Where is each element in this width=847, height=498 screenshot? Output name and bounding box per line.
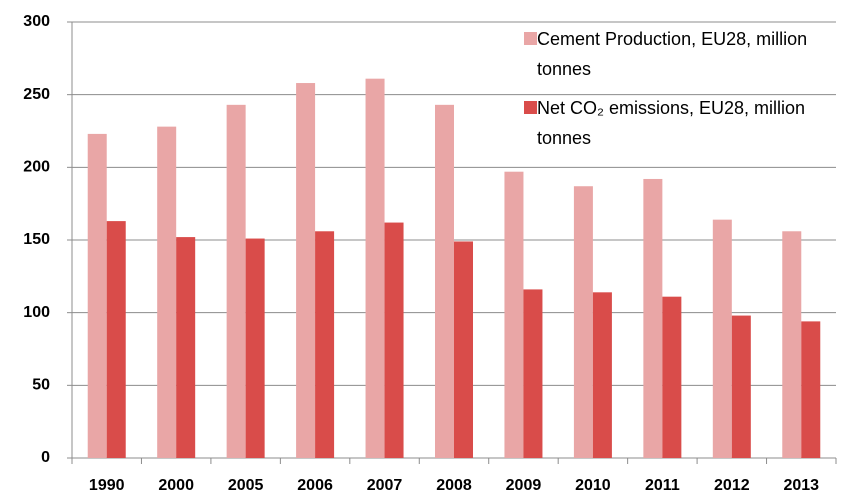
bar [523,289,543,458]
bar [296,83,316,458]
x-tick-label: 2010 [575,477,611,494]
bar [782,231,802,458]
bar [712,219,732,458]
x-tick-label: 2009 [506,477,542,494]
bar [157,126,177,458]
bar [435,104,454,458]
bar [454,241,473,458]
x-tick-label: 2008 [436,477,472,494]
legend-entry: Net CO₂ emissions, EU28, million tonnes [524,93,814,153]
bar [384,222,404,458]
x-tick-label: 2011 [645,477,680,494]
y-tick-label: 250 [23,86,50,103]
x-tick-label: 2005 [228,477,264,494]
bar [365,78,385,459]
bar [106,221,126,458]
bar [176,237,196,458]
bar [573,186,593,458]
legend-swatch [524,32,537,45]
y-tick-label: 100 [23,304,50,321]
bar [731,315,751,458]
bar [643,178,663,458]
legend-entry: Cement Production, EU28, million tonnes [524,24,814,84]
x-tick-label: 2000 [158,477,194,494]
y-tick-label: 50 [32,377,50,394]
legend-label: Cement Production, EU28, million tonnes [537,29,808,79]
legend-label: Net CO₂ emissions, EU28, million tonnes [537,98,806,148]
bar [801,321,821,458]
y-tick-label: 200 [23,159,50,176]
x-tick-label: 2006 [297,477,333,494]
bar [245,238,265,458]
bar [226,104,246,458]
x-tick-label: 2012 [714,477,750,494]
y-tick-label: 0 [41,449,50,466]
bar [87,133,107,458]
x-tick-label: 2007 [367,477,403,494]
x-tick-label: 1990 [89,477,125,494]
bar [662,296,682,458]
legend-swatch [524,101,537,114]
bar [592,292,612,458]
x-tick-label: 2013 [783,477,819,494]
bar [504,171,524,458]
y-tick-label: 150 [23,231,50,248]
bar [315,231,335,458]
y-tick-label: 300 [23,13,50,30]
